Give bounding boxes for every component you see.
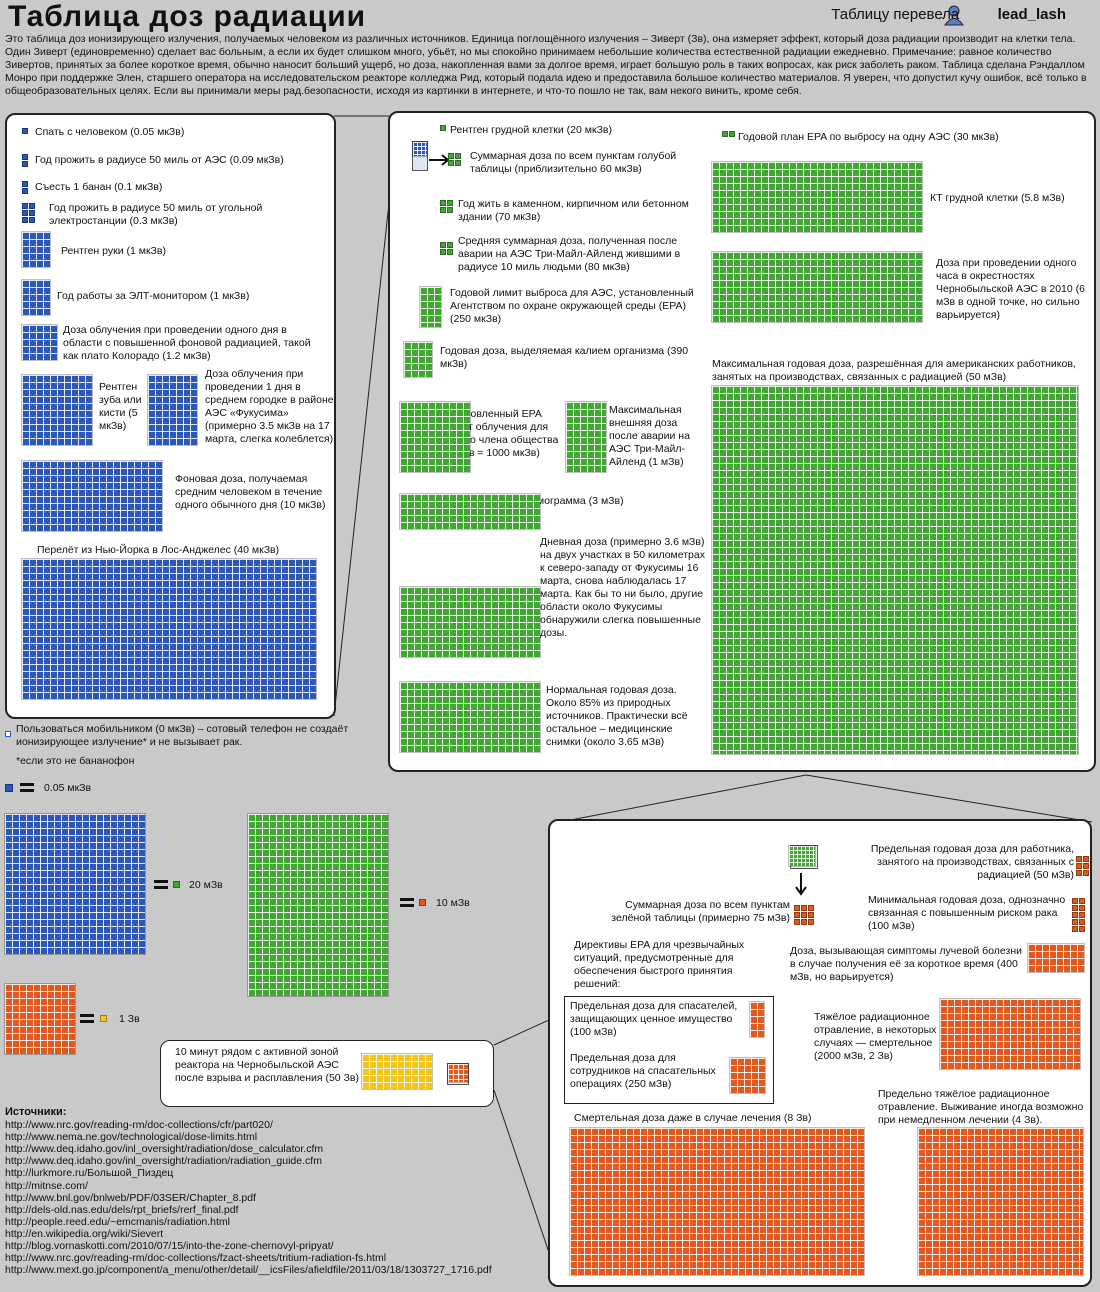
epa-directives-box xyxy=(564,996,774,1104)
green-panel: Рентген грудной клетки (20 мкЗв) Суммарн… xyxy=(388,111,1096,772)
orange-item-label: Минимальная годовая доза, однозначно свя… xyxy=(868,894,1066,932)
equals-icon xyxy=(80,1014,94,1023)
green-item-label: КТ грудной клетки (5.8 мЗв) xyxy=(930,192,1065,204)
cellphone-square xyxy=(5,731,11,737)
legend-green-square xyxy=(173,881,180,888)
orange-item-label: Суммарная доза по всем пунктам зелёной т… xyxy=(611,899,790,924)
green-item-label: Год жить в каменном, кирпичном или бетон… xyxy=(458,198,689,223)
blue-item-label: Год работы за ЭЛТ-монитором (1 мкЗв) xyxy=(57,290,250,302)
cellphone-footnote: *если это не бананофон xyxy=(16,755,135,767)
blue-item-label: Перелёт из Нью-Йорка в Лос-Анджелес (40 … xyxy=(37,544,280,556)
green-item-label: Доза при проведении одного часа в окрест… xyxy=(936,257,1085,321)
blue-item-label: Рентген зуба или кисти (5 мкЗв) xyxy=(99,381,142,432)
green-item-label: Максимальная годовая доза, разрешённая д… xyxy=(712,358,1076,383)
orange-item-label: Предельная доза для сотрудников на спаса… xyxy=(570,1052,716,1090)
green-item-label: Годовая доза, выделяемая калием организм… xyxy=(440,345,689,370)
blue-item-label: Рентген руки (1 мкЗв) xyxy=(61,245,166,257)
chernobyl-label: 10 минут рядом с активной зоной реактора… xyxy=(175,1046,359,1084)
blue-item-label: Доза облучения при проведении 1 дня в ср… xyxy=(205,368,334,445)
green-item-label: Годовой план EPA по выбросу на одну АЭС … xyxy=(738,131,999,143)
cellphone-label: Пользоваться мобильником (0 мкЗв) – сото… xyxy=(16,723,349,748)
green-item-label: Маммограмма (3 мЗв) xyxy=(515,495,624,507)
orange-item-label: Предельная годовая доза для работника, з… xyxy=(870,843,1074,881)
legend-orange-label: 10 мЗв xyxy=(436,897,470,909)
orange-item-label: Предельная доза для спасателей, защищающ… xyxy=(570,1000,738,1038)
translator-credit: Таблицу перевела lead_lash xyxy=(831,6,1066,23)
source-link[interactable]: http://www.mext.go.jp/component/a_menu/o… xyxy=(5,1264,492,1277)
legend-yellow-square xyxy=(100,1015,107,1022)
legend-orange-square xyxy=(419,899,426,906)
orange-table-thumbnail[interactable] xyxy=(447,1063,469,1085)
blue-table-thumbnail[interactable] xyxy=(412,141,428,171)
equals-icon xyxy=(20,783,34,792)
blue-item-label: Год прожить в радиусе 50 миль от угольно… xyxy=(49,202,263,227)
source-link[interactable]: http://www.deq.idaho.gov/inl_oversight/r… xyxy=(5,1143,324,1156)
blue-panel: Спать с человеком (0.05 мкЗв) Год прожит… xyxy=(5,113,336,719)
green-item-label: Рентген грудной клетки (20 мкЗв) xyxy=(450,124,612,136)
source-link[interactable]: http://lurkmore.ru/Большой_Пиздец xyxy=(5,1167,174,1180)
equals-icon xyxy=(400,898,414,907)
source-link[interactable]: http://www.nrc.gov/reading-rm/doc-collec… xyxy=(5,1252,387,1265)
chernobyl-box: 10 минут рядом с активной зоной реактора… xyxy=(160,1040,494,1107)
legend-unit-square xyxy=(5,784,13,792)
legend-yellow-label: 1 Зв xyxy=(119,1013,140,1025)
green-item-label: Суммарная доза по всем пунктам голубой т… xyxy=(470,150,677,175)
orange-item-label: Тяжёлое радиационное отравление, в некот… xyxy=(814,1011,937,1062)
green-item-label: Нормальная годовая доза. Около 85% из пр… xyxy=(546,684,688,748)
source-link[interactable]: http://dels-old.nas.edu/dels/rpt_briefs/… xyxy=(5,1203,239,1216)
credit-user-link[interactable]: lead_lash xyxy=(997,6,1066,23)
blue-item-label: Доза облучения при проведении одного дня… xyxy=(63,324,311,362)
orange-item-label: Смертельная доза даже в случае лечения (… xyxy=(574,1112,812,1124)
orange-item-label: Доза, вызывающая симптомы лучевой болезн… xyxy=(790,945,1023,983)
intro-text: Это таблица доз ионизирующего излучения,… xyxy=(5,33,1087,97)
source-link[interactable]: http://www.deq.idaho.gov/inl_oversight/r… xyxy=(5,1155,322,1168)
arrow-down-icon xyxy=(795,873,807,896)
legend-green-label: 20 мЗв xyxy=(189,879,223,891)
source-link[interactable]: http://mitnse.com/ xyxy=(5,1179,88,1192)
source-link[interactable]: http://www.nema.ne.gov/technological/dos… xyxy=(5,1131,258,1144)
green-table-thumbnail[interactable] xyxy=(790,845,818,869)
source-link[interactable]: http://people.reed.edu/~emcmanis/radiati… xyxy=(5,1215,231,1228)
orange-panel: Предельная годовая доза для работника, з… xyxy=(548,819,1092,1287)
arrow-right-icon xyxy=(429,154,450,166)
sources-list: Источники: http://www.nrc.gov/reading-rm… xyxy=(5,1106,492,1276)
legend-unit-label: 0.05 мкЗв xyxy=(44,782,92,794)
blue-item-label: Год прожить в радиусе 50 миль от АЭС (0.… xyxy=(35,154,284,166)
orange-item-label: Предельно тяжёлое радиационное отравлени… xyxy=(878,1088,1084,1126)
source-link[interactable]: http://en.wikipedia.org/wiki/Sievert xyxy=(5,1227,164,1240)
blue-item-label: Спать с человеком (0.05 мкЗв) xyxy=(35,126,185,138)
user-icon xyxy=(944,5,964,26)
page-title: Таблица доз радиации xyxy=(8,0,367,33)
credit-prefix: Таблицу перевела xyxy=(831,6,960,23)
green-item-label: Дневная доза (примерно 3.6 мЗв) на двух … xyxy=(540,536,705,639)
green-item-label: Годовой лимит выброса для АЭС, установле… xyxy=(450,287,694,325)
orange-item-label: Директивы EPA для чрезвычайных ситуаций,… xyxy=(574,939,745,990)
equals-icon xyxy=(154,880,168,889)
blue-item-label: Фоновая доза, получаемая средним человек… xyxy=(175,473,326,511)
green-item-label: Установленный EPA лимит облучения для од… xyxy=(443,408,559,459)
source-link[interactable]: http://blog.vornaskotti.com/2010/07/15/i… xyxy=(5,1240,334,1253)
blue-item-label: Съесть 1 банан (0.1 мкЗв) xyxy=(35,181,163,193)
sources-title: Источники: xyxy=(5,1106,67,1118)
source-link[interactable]: http://www.bnl.gov/bnlweb/PDF/03SER/Chap… xyxy=(5,1191,256,1204)
green-item-label: Средняя суммарная доза, полученная после… xyxy=(458,235,681,273)
source-link[interactable]: http://www.nrc.gov/reading-rm/doc-collec… xyxy=(5,1119,273,1132)
green-item-label: Максимальная внешняя доза после аварии н… xyxy=(609,404,690,468)
